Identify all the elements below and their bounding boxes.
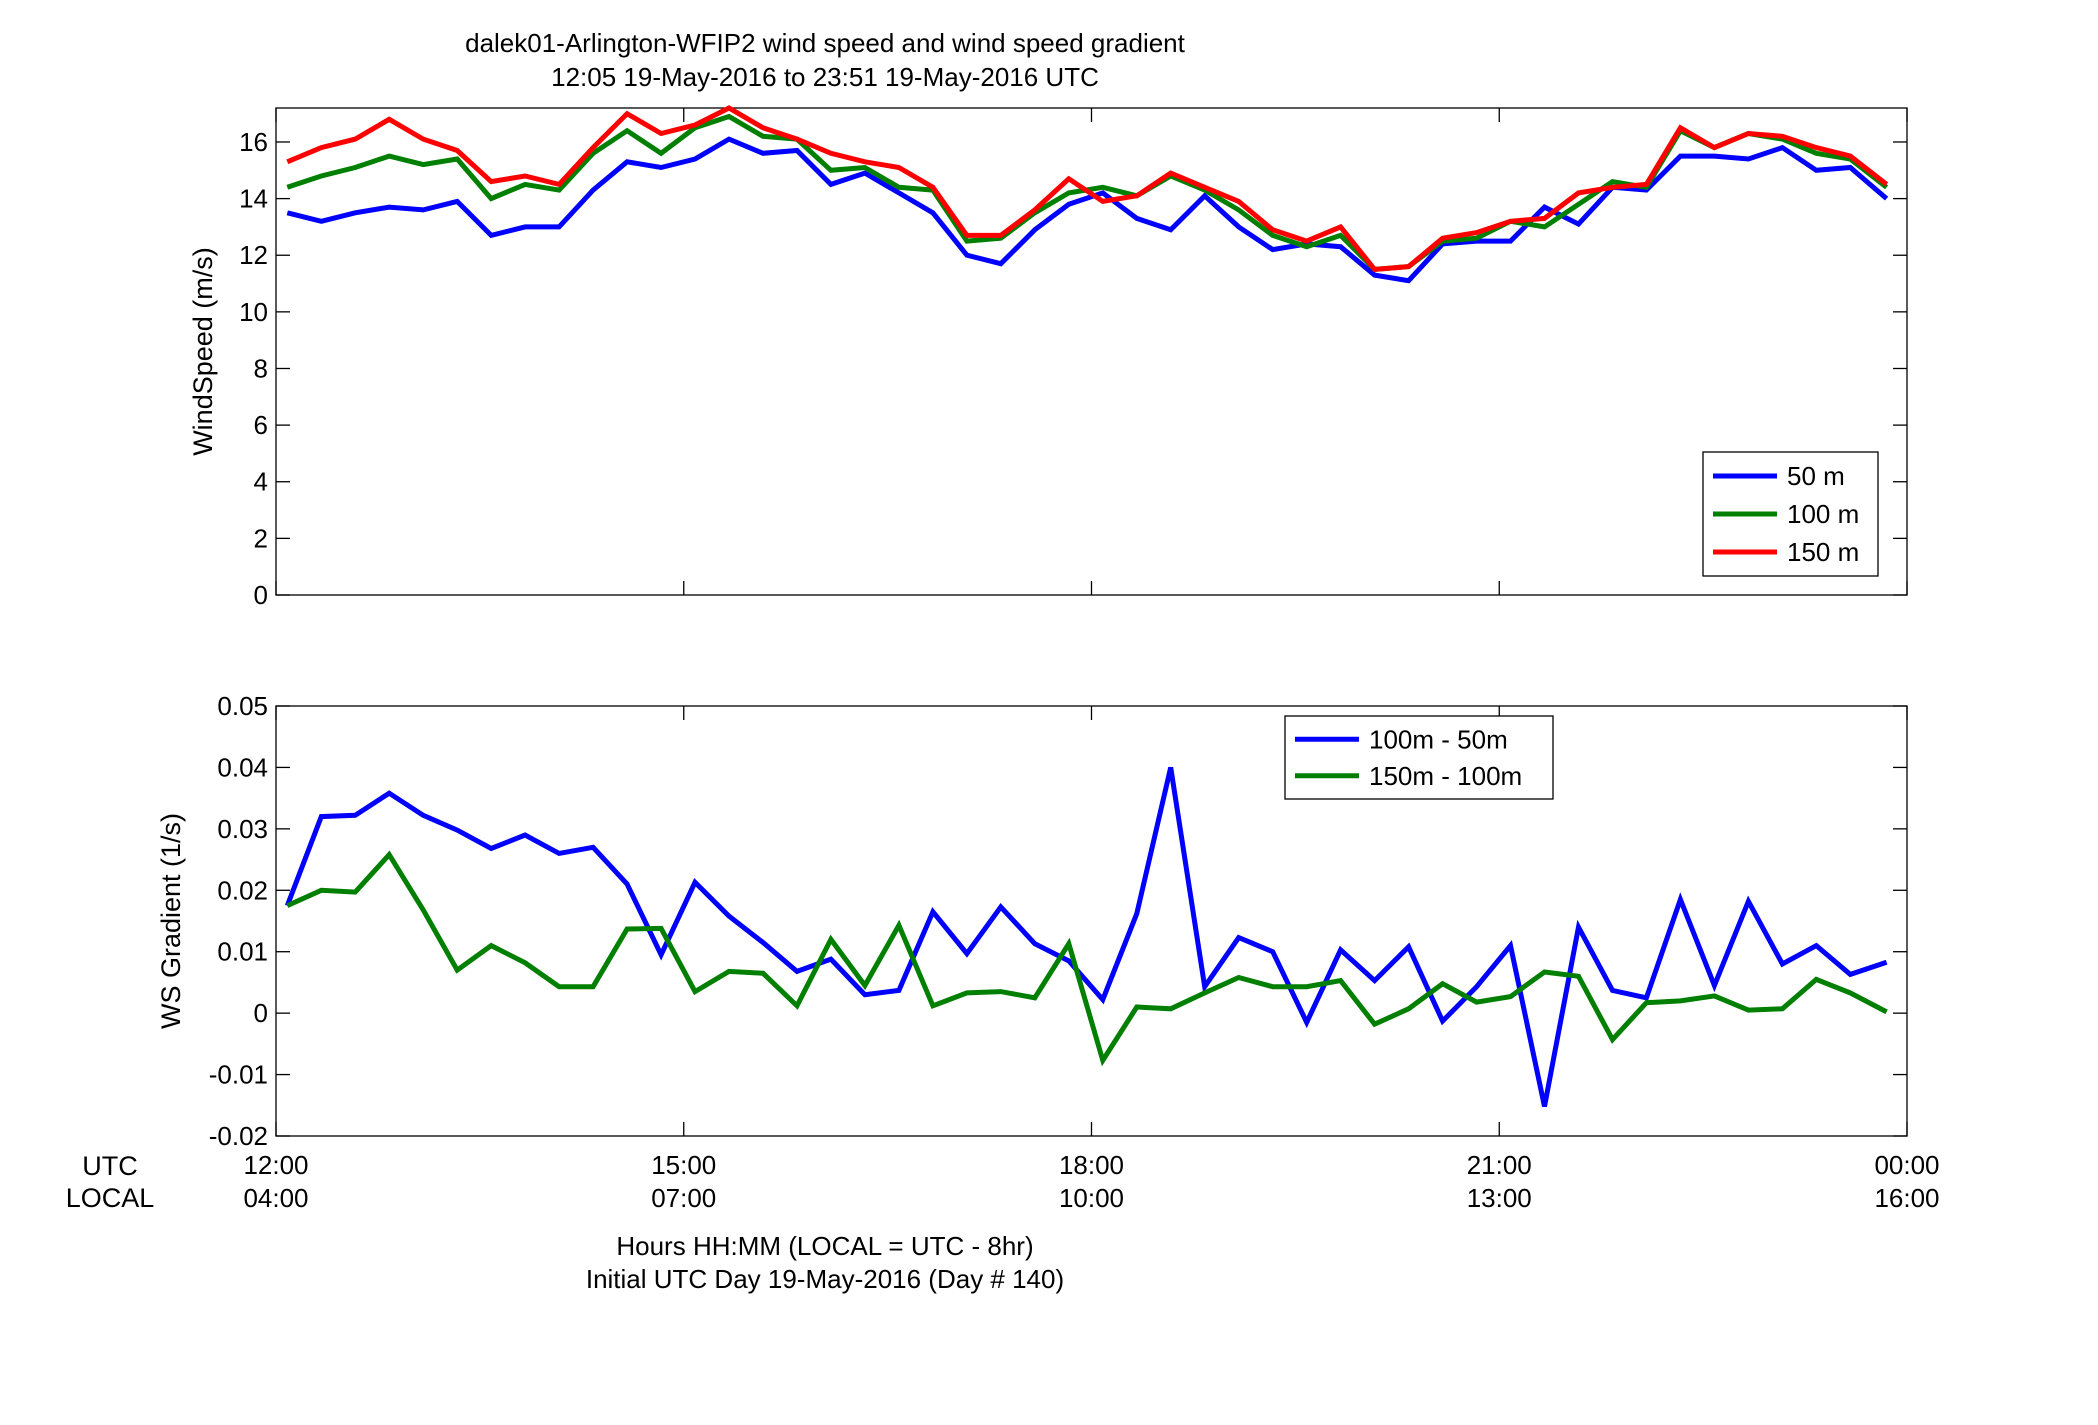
y-tick-label: 2	[254, 523, 268, 553]
chart-title-line1: dalek01-Arlington-WFIP2 wind speed and w…	[465, 28, 1186, 58]
y-tick-label: -0.02	[209, 1121, 268, 1151]
x-tick-label-local: 16:00	[1874, 1183, 1939, 1213]
legend-box	[1284, 715, 1554, 800]
y-tick-label: 4	[254, 467, 268, 497]
y-tick-label: 16	[239, 127, 268, 157]
y-tick-label: 0.05	[217, 691, 268, 721]
plot-area	[275, 705, 1908, 1137]
y-axis-label: WS Gradient (1/s)	[156, 813, 186, 1029]
legend: 100m - 50m 150m - 100m	[1284, 715, 1554, 800]
y-tick-label: 0.03	[217, 814, 268, 844]
x-axis-label-line1: Hours HH:MM (LOCAL = UTC - 8hr)	[616, 1231, 1033, 1261]
x-tick-label-utc: 12:00	[243, 1150, 308, 1180]
y-tick-label: 8	[254, 353, 268, 383]
y-tick-label: -0.01	[209, 1060, 268, 1090]
legend-label: 50 m	[1787, 461, 1845, 491]
local-row-label: LOCAL	[66, 1183, 155, 1213]
x-tick-label-local: 04:00	[243, 1183, 308, 1213]
legend-label: 150 m	[1787, 537, 1859, 567]
wind-speed-gradient-chart: -0.02 -0.01 0 0.01 0.02 0.03 0.04 0.05 12:0004:0…	[156, 691, 1940, 1213]
x-axis-label-line2: Initial UTC Day 19-May-2016 (Day # 140)	[586, 1264, 1064, 1294]
y-axis-label: WindSpeed (m/s)	[188, 247, 218, 456]
legend-label: 150m - 100m	[1369, 761, 1522, 791]
legend: 50 m 100 m 150 m	[1702, 451, 1879, 577]
legend-label: 100 m	[1787, 499, 1859, 529]
x-tick-label-utc: 21:00	[1467, 1150, 1532, 1180]
x-tick-label-utc: 18:00	[1059, 1150, 1124, 1180]
x-tick-label-local: 07:00	[651, 1183, 716, 1213]
y-tick-label: 0	[254, 998, 268, 1028]
x-tick-label-local: 10:00	[1059, 1183, 1124, 1213]
y-tick-label: 6	[254, 410, 268, 440]
utc-row-label: UTC	[82, 1151, 138, 1181]
x-tick-label-utc: 15:00	[651, 1150, 716, 1180]
series-line-150m	[286, 105, 1889, 273]
y-tick-label: 12	[239, 240, 268, 270]
y-tick-label: 0.02	[217, 875, 268, 905]
y-tick-label: 14	[239, 184, 268, 214]
wind-speed-chart: 0 2 4 6 8 10 12 14 16 WindSpeed (m/s) 50 m 100 m 150…	[188, 105, 1908, 610]
y-tick-label: 0.01	[217, 937, 268, 967]
y-tick-label: 0	[254, 580, 268, 610]
x-tick-label-local: 13:00	[1467, 1183, 1532, 1213]
legend-label: 100m - 50m	[1369, 724, 1508, 754]
plot-area	[275, 107, 1908, 596]
x-tick-label-utc: 00:00	[1874, 1150, 1939, 1180]
chart-title-line2: 12:05 19-May-2016 to 23:51 19-May-2016 U…	[551, 62, 1099, 92]
series-line-100m-50m	[284, 766, 1888, 1108]
y-tick-label: 10	[239, 297, 268, 327]
y-tick-label: 0.04	[217, 752, 268, 782]
series-line-150m-100m	[286, 850, 1888, 1067]
